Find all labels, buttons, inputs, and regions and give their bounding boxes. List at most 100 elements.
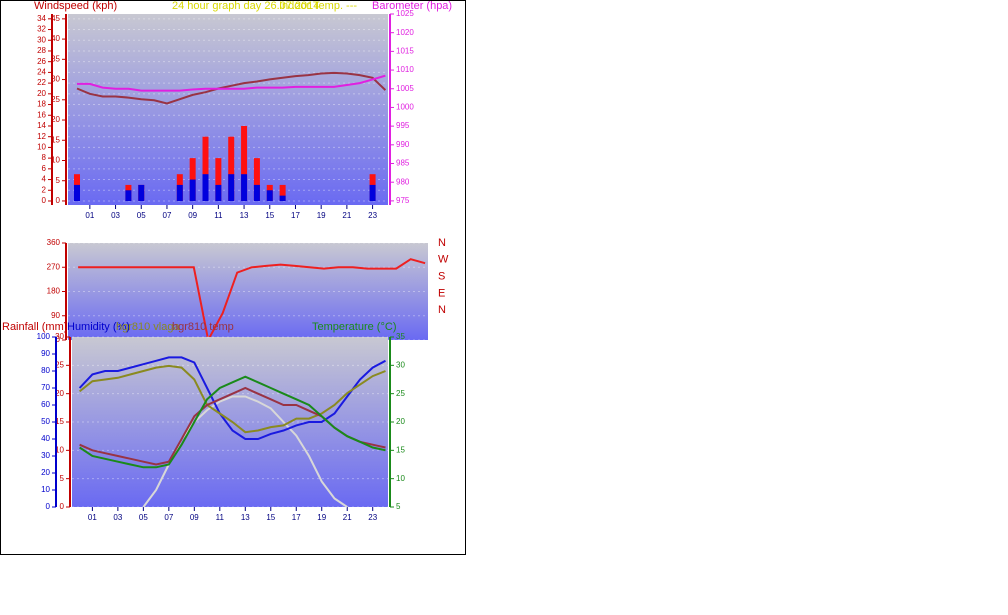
y-tick-label: 15 (396, 445, 405, 454)
x-tick-label: 11 (214, 211, 223, 220)
bar (215, 184, 222, 201)
x-tick-label: 01 (85, 211, 94, 220)
compass-label: W (438, 254, 449, 266)
y-tick-label: 990 (396, 140, 410, 149)
x-tick-label: 11 (216, 513, 225, 522)
x-tick-label: 03 (111, 211, 120, 220)
legend-entry: hgr810 vlaga (116, 321, 180, 333)
y-tick-label: 20 (55, 389, 64, 398)
y-tick-label: 1010 (396, 65, 414, 74)
series-line (78, 364, 386, 434)
x-tick-label: 17 (292, 513, 301, 522)
y-tick-label: 4 (42, 175, 47, 184)
y-tick-label: 15 (51, 135, 60, 144)
y-tick-label: 28 (37, 46, 46, 55)
x-tick-label: 21 (343, 513, 352, 522)
bar (73, 184, 80, 201)
y-tick-label: 20 (41, 468, 50, 477)
x-tick-label: 13 (241, 513, 250, 522)
y-tick-label: 0 (56, 196, 61, 205)
y-label: Rainfall (mm) (2, 321, 67, 333)
bar (215, 158, 222, 201)
y-tick-label: 35 (396, 332, 405, 341)
legend-entry: Indoor Temp. --- (279, 0, 357, 12)
y-tick-label: 35 (51, 54, 60, 63)
y-tick-label: 30 (55, 332, 64, 341)
y-tick-label: 1005 (396, 84, 414, 93)
y-tick-label: 20 (396, 417, 405, 426)
y-tick-label: 15 (55, 417, 64, 426)
bar (125, 190, 132, 201)
y-tick-label: 10 (41, 485, 50, 494)
y-tick-label: 32 (37, 25, 46, 34)
compass-label: N (438, 304, 446, 316)
y-tick-label: 1000 (396, 103, 414, 112)
y-tick-label: 5 (60, 474, 65, 483)
series-line (79, 375, 386, 469)
bar (138, 184, 145, 201)
series-line (78, 356, 386, 440)
x-tick-label: 01 (88, 513, 97, 522)
bar (241, 125, 248, 201)
title: 24 hour graph day 26.07.2014 (172, 0, 319, 12)
x-tick-label: 09 (190, 513, 199, 522)
y-tick-label: 26 (37, 57, 46, 66)
bar (253, 184, 260, 201)
y-tick-label: 1015 (396, 46, 414, 55)
y-tick-label: 10 (55, 445, 64, 454)
y-tick-label: 5 (396, 502, 401, 511)
y-tick-label: 25 (396, 389, 405, 398)
y-label: Windspeed (kph) (34, 0, 117, 12)
y-tick-label: 40 (51, 34, 60, 43)
y-tick-label: 270 (47, 262, 61, 271)
y-tick-label: 40 (41, 434, 50, 443)
x-tick-label: 19 (317, 211, 326, 220)
plot-area (68, 14, 388, 205)
y-tick-label: 995 (396, 121, 410, 130)
x-tick-label: 07 (164, 513, 173, 522)
bar (202, 136, 209, 201)
x-tick-label: 15 (266, 513, 275, 522)
y-tick-label: 10 (37, 143, 46, 152)
bar (266, 190, 273, 201)
bar (279, 195, 286, 201)
y-tick-label: 30 (37, 35, 46, 44)
x-tick-label: 19 (317, 513, 326, 522)
x-tick-label: 23 (368, 211, 377, 220)
y-tick-label: 0 (46, 502, 51, 511)
y-tick-label: 0 (60, 502, 65, 511)
x-tick-label: 03 (113, 513, 122, 522)
y-tick-label: 8 (42, 153, 47, 162)
y-tick-label: 0 (56, 335, 61, 344)
y-tick-label: 5 (56, 176, 61, 185)
y2-label: Temperature (°C) (312, 321, 396, 333)
y-tick-label: 180 (47, 287, 61, 296)
x-tick-label: 17 (291, 211, 300, 220)
legend-entry: hgr810 temp (172, 321, 234, 333)
bar (241, 174, 248, 201)
y-tick-label: 30 (41, 451, 50, 460)
bar (279, 184, 286, 201)
x-tick-label: 05 (139, 513, 148, 522)
y-tick-label: 25 (51, 95, 60, 104)
y-tick-label: 6 (42, 164, 47, 173)
y-tick-label: 2 (42, 185, 47, 194)
series-line (78, 258, 426, 343)
y-tick-label: 30 (396, 360, 405, 369)
y-tick-label: 16 (37, 110, 46, 119)
bar (176, 184, 183, 201)
x-tick-label: 09 (188, 211, 197, 220)
y-tick-label: 50 (41, 417, 50, 426)
bar (228, 136, 235, 201)
y-tick-label: 30 (51, 75, 60, 84)
x-tick-label: 23 (368, 513, 377, 522)
x-tick-label: 21 (342, 211, 351, 220)
y-tick-label: 80 (41, 366, 50, 375)
compass-label: S (438, 271, 445, 283)
y-tick-label: 985 (396, 159, 410, 168)
bar (369, 184, 376, 201)
compass-label: N (438, 237, 446, 249)
y-tick-label: 24 (37, 68, 46, 77)
y-tick-label: 70 (41, 383, 50, 392)
y-tick-label: 0 (42, 196, 47, 205)
